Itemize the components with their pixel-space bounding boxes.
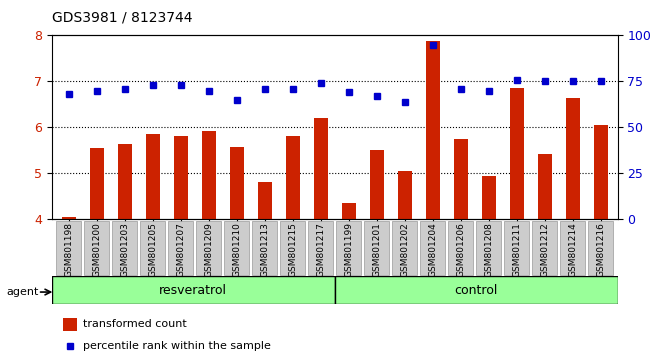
Bar — [370, 149, 384, 219]
FancyBboxPatch shape — [364, 221, 389, 275]
FancyBboxPatch shape — [588, 221, 613, 275]
FancyBboxPatch shape — [420, 221, 445, 275]
Bar — [538, 154, 552, 219]
FancyBboxPatch shape — [252, 221, 277, 275]
Bar — [398, 171, 411, 219]
Text: GSM801201: GSM801201 — [372, 222, 382, 277]
Bar — [118, 143, 132, 219]
Text: GSM801208: GSM801208 — [484, 222, 493, 277]
Bar — [426, 41, 440, 219]
FancyBboxPatch shape — [560, 221, 585, 275]
Bar — [229, 147, 244, 219]
Bar — [286, 136, 300, 219]
Bar — [482, 176, 496, 219]
Text: resveratrol: resveratrol — [159, 284, 228, 297]
Text: GSM801204: GSM801204 — [428, 222, 437, 277]
Text: GSM801211: GSM801211 — [512, 222, 521, 277]
FancyBboxPatch shape — [448, 221, 473, 275]
Bar — [174, 136, 188, 219]
Bar — [454, 139, 468, 219]
Bar — [90, 148, 104, 219]
FancyBboxPatch shape — [168, 221, 193, 275]
FancyBboxPatch shape — [224, 221, 249, 275]
Text: GSM801202: GSM801202 — [400, 222, 410, 277]
Text: GSM801213: GSM801213 — [260, 222, 269, 277]
Text: GSM801214: GSM801214 — [568, 222, 577, 277]
Text: GSM801210: GSM801210 — [232, 222, 241, 277]
Text: GSM801215: GSM801215 — [288, 222, 297, 277]
Text: GSM801216: GSM801216 — [596, 222, 605, 277]
Bar — [146, 135, 160, 219]
FancyBboxPatch shape — [52, 276, 335, 304]
FancyBboxPatch shape — [56, 221, 81, 275]
Bar — [510, 88, 524, 219]
Bar — [202, 131, 216, 219]
FancyBboxPatch shape — [335, 276, 618, 304]
FancyBboxPatch shape — [392, 221, 417, 275]
Text: GSM801199: GSM801199 — [344, 222, 353, 277]
Bar — [258, 182, 272, 219]
Bar — [566, 97, 580, 219]
Bar — [314, 118, 328, 219]
FancyBboxPatch shape — [336, 221, 361, 275]
FancyBboxPatch shape — [476, 221, 501, 275]
Bar — [342, 203, 356, 219]
FancyBboxPatch shape — [196, 221, 221, 275]
Text: GSM801206: GSM801206 — [456, 222, 465, 277]
Text: GSM801207: GSM801207 — [176, 222, 185, 277]
Text: agent: agent — [6, 287, 39, 297]
Bar — [63, 318, 77, 331]
Text: GSM801209: GSM801209 — [204, 222, 213, 277]
FancyBboxPatch shape — [532, 221, 557, 275]
Text: GSM801198: GSM801198 — [64, 222, 73, 277]
FancyBboxPatch shape — [112, 221, 136, 275]
Text: transformed count: transformed count — [83, 319, 187, 329]
Bar — [593, 125, 608, 219]
Text: GDS3981 / 8123744: GDS3981 / 8123744 — [52, 11, 192, 25]
Text: percentile rank within the sample: percentile rank within the sample — [83, 341, 271, 350]
Text: GSM801212: GSM801212 — [540, 222, 549, 277]
Text: GSM801205: GSM801205 — [148, 222, 157, 277]
Text: GSM801200: GSM801200 — [92, 222, 101, 277]
FancyBboxPatch shape — [280, 221, 305, 275]
FancyBboxPatch shape — [504, 221, 528, 275]
Text: GSM801217: GSM801217 — [317, 222, 325, 277]
Text: GSM801203: GSM801203 — [120, 222, 129, 277]
FancyBboxPatch shape — [140, 221, 165, 275]
Text: control: control — [454, 284, 498, 297]
FancyBboxPatch shape — [84, 221, 109, 275]
FancyBboxPatch shape — [308, 221, 333, 275]
Bar — [62, 217, 76, 219]
